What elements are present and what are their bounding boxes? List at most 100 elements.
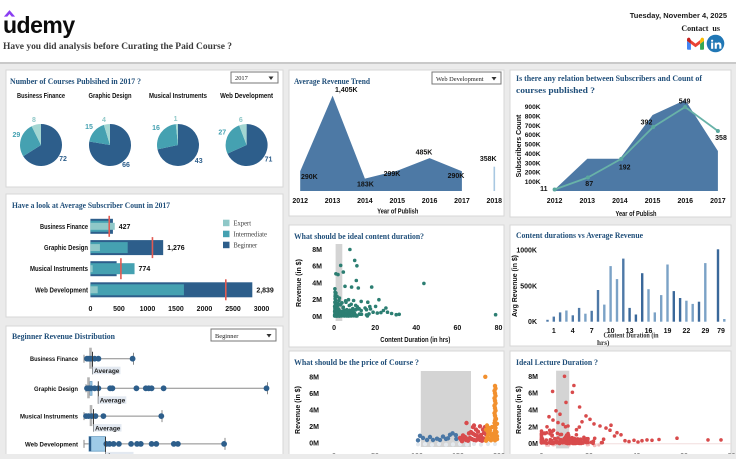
svg-text:10: 10	[607, 328, 615, 335]
svg-text:71: 71	[265, 157, 273, 164]
svg-text:43: 43	[195, 158, 203, 165]
svg-text:60: 60	[454, 325, 462, 332]
svg-text:Graphic Design: Graphic Design	[89, 93, 132, 100]
svg-text:4M: 4M	[528, 407, 538, 414]
svg-text:Year of Publish: Year of Publish	[616, 211, 657, 218]
svg-text:What should be ideal content d: What should be ideal content duration?	[294, 231, 424, 241]
svg-text:100K: 100K	[525, 179, 541, 186]
svg-text:Is there any relation between: Is there any relation between Subscriber…	[516, 73, 702, 83]
svg-text:4M: 4M	[312, 280, 322, 287]
svg-text:What should be the price of Co: What should be the price of Course ?	[294, 357, 419, 367]
svg-text:1000K: 1000K	[516, 248, 537, 255]
svg-text:192: 192	[619, 165, 631, 172]
svg-text:Content Duration (in: Content Duration (in	[604, 332, 659, 340]
svg-text:Expert: Expert	[234, 219, 252, 228]
svg-text:courses published ?: courses published ?	[516, 85, 595, 95]
svg-text:4: 4	[571, 328, 575, 335]
svg-text:2016: 2016	[422, 198, 438, 205]
svg-text:Web Development: Web Development	[436, 76, 484, 83]
svg-text:Content Duration (in hrs): Content Duration (in hrs)	[380, 337, 450, 344]
svg-text:Musical Instruments: Musical Instruments	[20, 414, 78, 421]
svg-text:6M: 6M	[312, 264, 322, 271]
svg-text:udemy: udemy	[3, 12, 75, 38]
svg-text:2013: 2013	[579, 198, 595, 205]
svg-text:300K: 300K	[525, 160, 541, 167]
svg-text:Revenue (in $): Revenue (in $)	[516, 386, 523, 434]
svg-text:183K: 183K	[357, 182, 374, 189]
svg-text:774: 774	[139, 266, 151, 273]
svg-text:Have a look at Average Subscri: Have a look at Average Subscriber Count …	[12, 201, 170, 210]
svg-text:290K: 290K	[301, 174, 318, 181]
svg-text:2017: 2017	[454, 198, 470, 205]
svg-text:72: 72	[59, 156, 67, 163]
svg-text:19: 19	[664, 328, 672, 335]
svg-text:290K: 290K	[448, 173, 465, 180]
svg-text:6M: 6M	[309, 391, 319, 398]
svg-text:0K: 0K	[528, 319, 537, 326]
svg-text:500K: 500K	[520, 283, 537, 290]
svg-text:7: 7	[590, 328, 594, 335]
svg-text:500: 500	[113, 306, 125, 313]
svg-text:8M: 8M	[312, 247, 322, 254]
svg-text:2012: 2012	[547, 198, 563, 205]
svg-text:1500: 1500	[168, 306, 184, 313]
svg-text:200K: 200K	[525, 170, 541, 177]
svg-text:2017: 2017	[235, 75, 249, 82]
svg-text:Beginner: Beginner	[215, 333, 239, 340]
svg-text:358K: 358K	[480, 156, 497, 163]
svg-text:0: 0	[332, 325, 336, 332]
svg-text:20: 20	[371, 325, 379, 332]
svg-text:0M: 0M	[528, 441, 538, 448]
svg-text:500K: 500K	[525, 142, 541, 149]
svg-text:0M: 0M	[312, 314, 322, 321]
svg-text:Have you did analysis before C: Have you did analysis before Curating th…	[3, 41, 232, 51]
svg-text:Graphic Design: Graphic Design	[34, 386, 78, 393]
svg-text:22: 22	[683, 328, 691, 335]
svg-text:549: 549	[679, 99, 691, 106]
svg-text:Business Finance: Business Finance	[30, 356, 78, 363]
svg-text:2014: 2014	[612, 198, 628, 205]
svg-text:2015: 2015	[389, 198, 405, 205]
svg-text:Web Development: Web Development	[25, 441, 79, 448]
svg-text:2000: 2000	[197, 306, 213, 313]
svg-text:16: 16	[152, 125, 160, 132]
svg-text:2013: 2013	[325, 198, 341, 205]
svg-text:Subscribers Count: Subscribers Count	[516, 114, 523, 177]
svg-text:1: 1	[552, 328, 556, 335]
svg-text:27: 27	[218, 129, 226, 136]
svg-text:4: 4	[102, 117, 106, 124]
svg-text:Revenue (in $): Revenue (in $)	[295, 386, 302, 434]
svg-text:87: 87	[585, 181, 593, 188]
svg-text:Contact us: Contact us	[681, 24, 720, 33]
svg-text:800K: 800K	[525, 114, 541, 121]
svg-text:358: 358	[715, 135, 727, 142]
svg-text:hrs): hrs)	[597, 339, 610, 347]
svg-text:3000: 3000	[254, 306, 270, 313]
svg-text:8M: 8M	[528, 374, 538, 381]
svg-text:Content durations vs Average R: Content durations vs Average Revenue	[516, 230, 643, 240]
svg-text:16: 16	[645, 328, 653, 335]
svg-text:1: 1	[174, 116, 178, 123]
svg-text:Number of Courses Publsihed in: Number of Courses Publsihed in 2017 ?	[10, 76, 141, 86]
svg-text:Revenue (in $): Revenue (in $)	[296, 259, 303, 307]
svg-text:Musical Instruments: Musical Instruments	[30, 266, 88, 273]
svg-text:2015: 2015	[645, 198, 661, 205]
svg-text:11: 11	[540, 186, 548, 193]
svg-text:Business Finance: Business Finance	[17, 93, 65, 100]
svg-text:40: 40	[412, 325, 420, 332]
svg-text:Avg Revenue (in $): Avg Revenue (in $)	[512, 255, 519, 317]
svg-text:2016: 2016	[677, 198, 693, 205]
svg-text:6: 6	[239, 117, 243, 124]
svg-text:427: 427	[119, 224, 131, 231]
svg-text:Web Development: Web Development	[220, 93, 274, 100]
svg-text:1,276: 1,276	[167, 245, 185, 252]
svg-text:8: 8	[32, 117, 36, 124]
svg-text:2M: 2M	[528, 424, 538, 431]
svg-text:Average Revenue Trend: Average Revenue Trend	[294, 76, 370, 86]
svg-text:2500: 2500	[225, 306, 241, 313]
svg-text:2017: 2017	[710, 198, 726, 205]
svg-text:6M: 6M	[528, 391, 538, 398]
svg-text:2014: 2014	[357, 198, 373, 205]
svg-text:2,839: 2,839	[256, 287, 274, 294]
svg-text:600K: 600K	[525, 132, 541, 139]
